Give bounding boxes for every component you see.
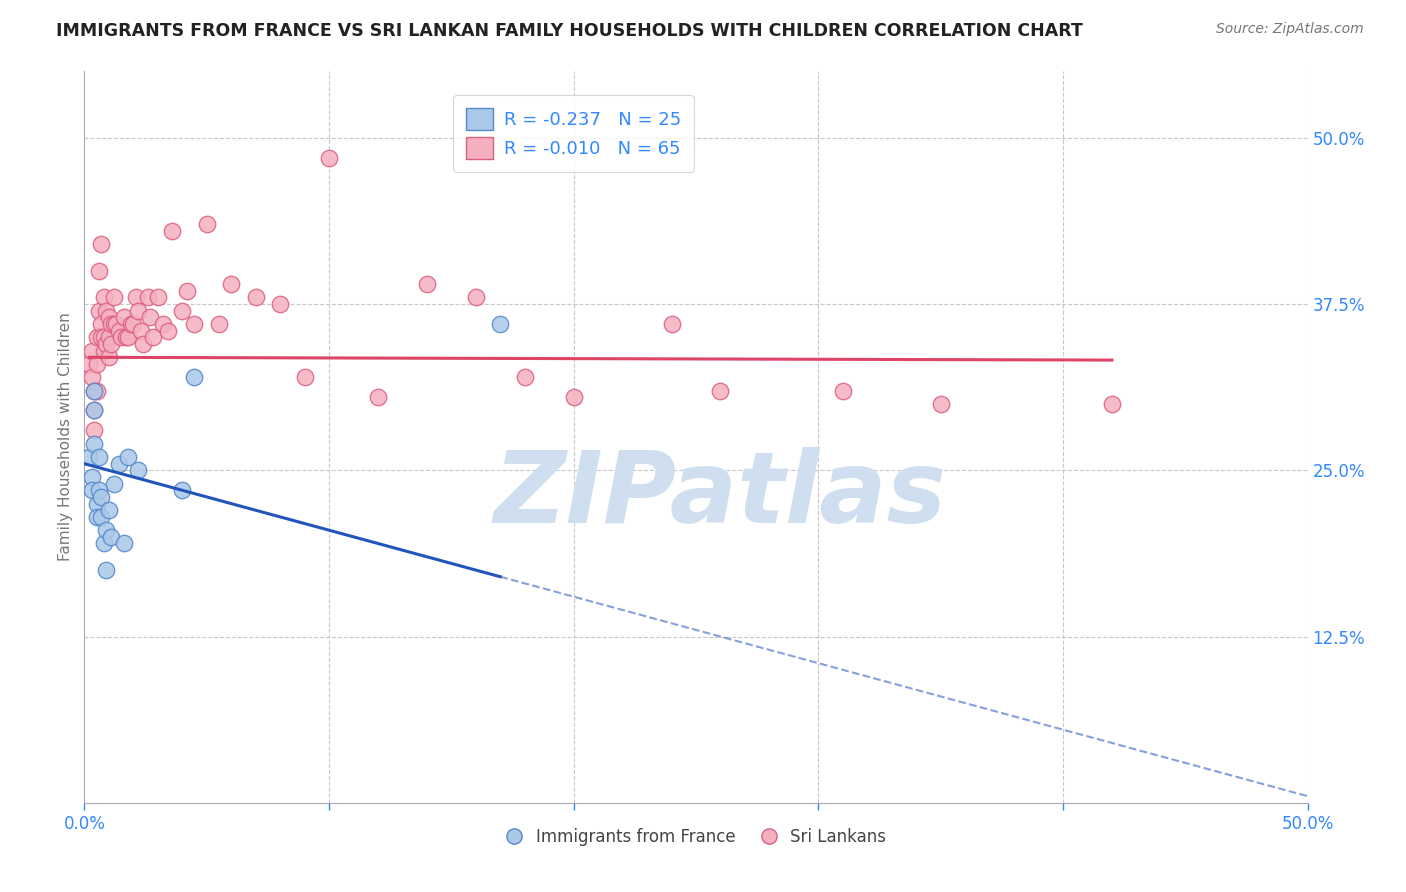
Point [112, 310, 135, 325]
Point [100, 530, 122, 544]
Point [183, 370, 205, 384]
Point [318, 151, 340, 165]
Point [129, 324, 152, 338]
Point [86, 509, 108, 524]
Point [176, 284, 198, 298]
Point [83, 384, 105, 398]
Point [195, 217, 218, 231]
Point [120, 317, 142, 331]
Point [142, 330, 165, 344]
Point [661, 317, 683, 331]
Point [208, 317, 231, 331]
Point [139, 310, 162, 325]
Point [269, 297, 291, 311]
Point [219, 277, 242, 292]
Point [97, 503, 120, 517]
Point [93, 330, 115, 344]
Point [709, 384, 731, 398]
Point [136, 290, 159, 304]
Point [245, 290, 267, 304]
Point [97, 351, 120, 365]
Point [77, 357, 100, 371]
Point [146, 290, 169, 304]
Point [86, 357, 108, 371]
Point [86, 497, 108, 511]
Point [416, 277, 439, 292]
Point [90, 509, 112, 524]
Point [513, 370, 536, 384]
Point [132, 337, 155, 351]
Point [80, 483, 103, 498]
Point [103, 476, 125, 491]
Point [127, 303, 149, 318]
Point [152, 317, 174, 331]
Point [103, 317, 125, 331]
Point [90, 317, 112, 331]
Point [93, 536, 115, 550]
Point [80, 343, 103, 358]
Point [172, 483, 194, 498]
Point [117, 330, 139, 344]
Point [87, 483, 110, 498]
Point [103, 290, 125, 304]
Point [489, 317, 512, 331]
Point [80, 370, 103, 384]
Point [367, 390, 389, 404]
Point [83, 384, 105, 398]
Point [90, 490, 112, 504]
Point [929, 397, 952, 411]
Point [464, 290, 486, 304]
Point [96, 303, 118, 318]
Text: IMMIGRANTS FROM FRANCE VS SRI LANKAN FAMILY HOUSEHOLDS WITH CHILDREN CORRELATION: IMMIGRANTS FROM FRANCE VS SRI LANKAN FAM… [56, 22, 1083, 40]
Point [112, 536, 135, 550]
Point [93, 343, 115, 358]
Point [115, 330, 138, 344]
Point [156, 324, 179, 338]
Point [125, 290, 148, 304]
Point [107, 324, 129, 338]
Text: ZIPatlas: ZIPatlas [494, 447, 948, 544]
Point [86, 330, 108, 344]
Point [77, 450, 100, 464]
Point [83, 424, 105, 438]
Point [83, 403, 105, 417]
Point [122, 317, 145, 331]
Point [83, 403, 105, 417]
Point [80, 470, 103, 484]
Point [90, 237, 112, 252]
Point [183, 317, 205, 331]
Point [96, 523, 118, 537]
Point [87, 264, 110, 278]
Point [100, 317, 122, 331]
Text: Source: ZipAtlas.com: Source: ZipAtlas.com [1216, 22, 1364, 37]
Point [831, 384, 853, 398]
Point [110, 330, 132, 344]
Point [294, 370, 316, 384]
Point [162, 224, 184, 238]
Point [96, 563, 118, 577]
Point [117, 450, 139, 464]
Point [86, 384, 108, 398]
Point [97, 310, 120, 325]
Point [97, 330, 120, 344]
Point [90, 330, 112, 344]
Point [107, 457, 129, 471]
Point [1101, 397, 1123, 411]
Point [105, 317, 128, 331]
Point [87, 450, 110, 464]
Point [172, 303, 194, 318]
Point [83, 436, 105, 450]
Y-axis label: Family Households with Children: Family Households with Children [58, 313, 73, 561]
Point [127, 463, 149, 477]
Point [96, 337, 118, 351]
Point [93, 290, 115, 304]
Point [87, 303, 110, 318]
Legend: Immigrants from France, Sri Lankans: Immigrants from France, Sri Lankans [499, 822, 893, 853]
Point [100, 337, 122, 351]
Point [562, 390, 585, 404]
